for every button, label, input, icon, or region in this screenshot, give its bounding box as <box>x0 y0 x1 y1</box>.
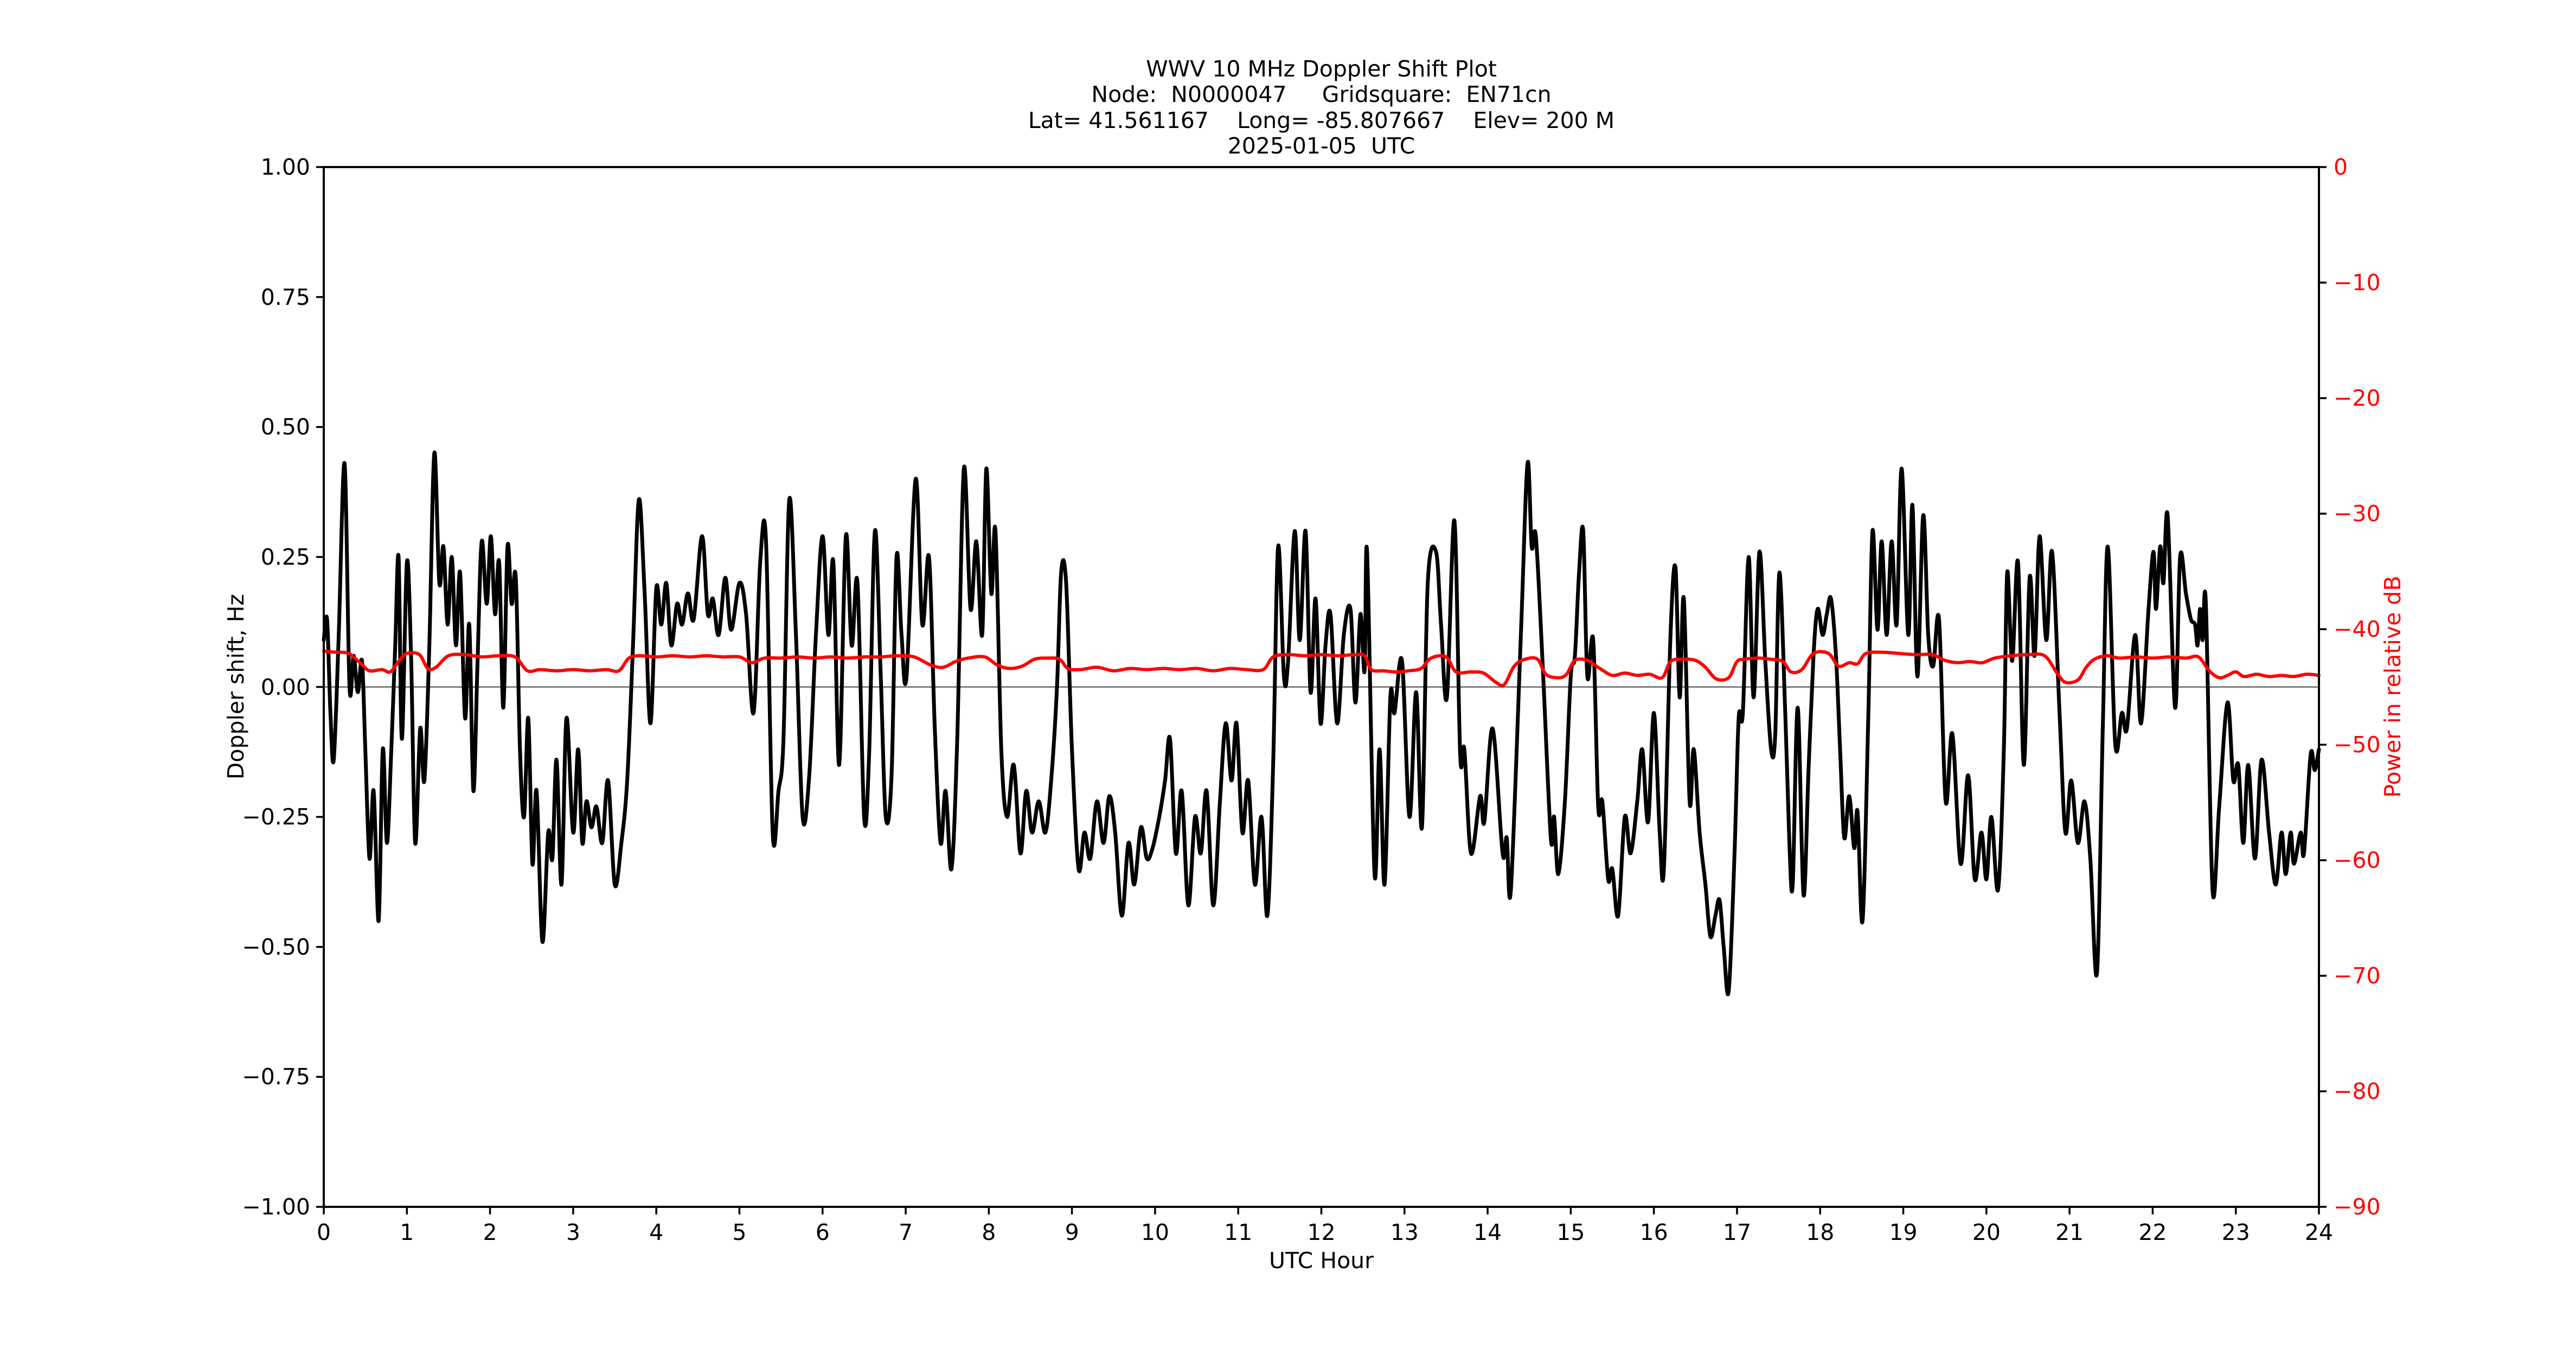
x-tick-label-6: 6 <box>815 1219 830 1245</box>
y-right-tick-label-−90: −90 <box>2334 1194 2381 1220</box>
x-tick-label-4: 4 <box>649 1219 664 1245</box>
x-axis-label: UTC Hour <box>1268 1248 1374 1274</box>
x-tick-label-20: 20 <box>1972 1219 2001 1245</box>
x-tick-label-12: 12 <box>1307 1219 1336 1245</box>
x-tick-label-2: 2 <box>483 1219 497 1245</box>
y-left-tick-label-1.00: 1.00 <box>260 154 310 180</box>
y-axis-label-left: Doppler shift, Hz <box>223 593 249 780</box>
y-right-tick-label-−50: −50 <box>2334 732 2381 758</box>
y-right-tick-label-−60: −60 <box>2334 847 2381 873</box>
y-right-tick-label-−20: −20 <box>2334 385 2381 411</box>
x-tick-label-22: 22 <box>2138 1219 2167 1245</box>
y-left-tick-label-−0.25: −0.25 <box>242 804 310 830</box>
x-tick-label-0: 0 <box>316 1219 331 1245</box>
x-tick-label-24: 24 <box>2304 1219 2334 1245</box>
x-tick-label-1: 1 <box>400 1219 414 1245</box>
series-power_relative_db <box>322 649 2321 688</box>
x-tick-label-3: 3 <box>566 1219 580 1245</box>
x-tick-label-21: 21 <box>2055 1219 2084 1245</box>
y-right-tick-label-−80: −80 <box>2334 1078 2381 1104</box>
x-tick-label-13: 13 <box>1390 1219 1419 1245</box>
x-tick-label-17: 17 <box>1722 1219 1752 1245</box>
x-tick-label-23: 23 <box>2221 1219 2250 1245</box>
x-tick-label-15: 15 <box>1556 1219 1585 1245</box>
y-left-tick-label-0.50: 0.50 <box>260 414 310 440</box>
y-left-tick-label-0.00: 0.00 <box>260 674 310 700</box>
x-tick-label-8: 8 <box>982 1219 996 1245</box>
y-right-tick-label-−30: −30 <box>2334 501 2381 527</box>
y-right-tick-label-−40: −40 <box>2334 616 2381 642</box>
y-right-tick-label-−70: −70 <box>2334 963 2381 989</box>
y-right-tick-label-−10: −10 <box>2334 270 2381 296</box>
plot-title: WWV 10 MHz Doppler Shift Plot <box>1146 56 1497 82</box>
plot-subtitle-node-gridsquare: Node: N0000047 Gridsquare: EN71cn <box>1091 81 1552 107</box>
series-doppler_shift_hz <box>322 450 2321 996</box>
y-left-tick-label-−0.75: −0.75 <box>242 1064 310 1090</box>
y-left-tick-label-−0.50: −0.50 <box>242 933 310 960</box>
x-tick-label-18: 18 <box>1806 1219 1835 1245</box>
x-tick-label-5: 5 <box>732 1219 747 1245</box>
plot-subtitle-lat-long-elev: Lat= 41.561167 Long= -85.807667 Elev= 20… <box>1028 107 1615 133</box>
x-tick-label-7: 7 <box>898 1219 913 1245</box>
y-right-tick-label-0: 0 <box>2334 154 2348 180</box>
x-tick-label-19: 19 <box>1889 1219 1918 1245</box>
x-tick-label-14: 14 <box>1473 1219 1502 1245</box>
x-tick-label-9: 9 <box>1065 1219 1079 1245</box>
y-axis-label-right: Power in relative dB <box>2380 575 2406 798</box>
y-left-tick-label-−1.00: −1.00 <box>242 1194 310 1220</box>
x-tick-label-16: 16 <box>1639 1219 1668 1245</box>
y-left-tick-label-0.25: 0.25 <box>260 543 310 570</box>
x-tick-label-11: 11 <box>1224 1219 1253 1245</box>
y-left-tick-label-0.75: 0.75 <box>260 284 310 310</box>
x-tick-label-10: 10 <box>1140 1219 1169 1245</box>
plot-subtitle-date: 2025-01-05 UTC <box>1227 133 1415 159</box>
